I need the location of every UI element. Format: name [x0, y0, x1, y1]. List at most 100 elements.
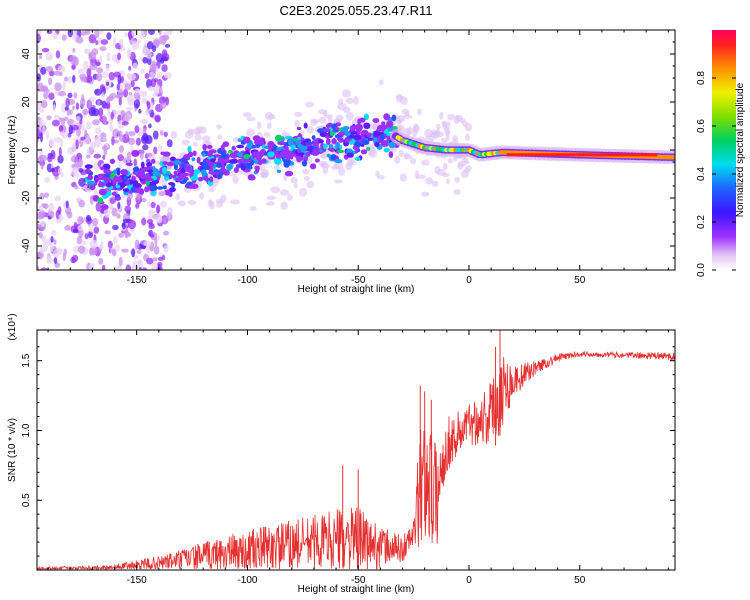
spectral-blob — [200, 126, 207, 134]
spectral-blob — [88, 52, 93, 58]
spectral-blob — [115, 184, 121, 189]
x-tick-label: -50 — [351, 575, 366, 586]
spectral-blob — [112, 224, 119, 231]
spectral-blob — [61, 103, 67, 114]
spectral-blob — [181, 139, 190, 146]
spectral-blob — [277, 141, 286, 146]
spectral-blob — [378, 134, 385, 141]
spectral-blob — [128, 131, 136, 137]
spectral-blob — [280, 201, 288, 211]
spectral-blob — [81, 93, 85, 103]
spectral-blob — [263, 131, 271, 138]
spectral-blob — [177, 200, 186, 207]
spectral-blob — [349, 125, 356, 133]
spectral-blob — [125, 162, 133, 166]
spectral-blob — [153, 40, 160, 46]
spectral-blob — [99, 84, 105, 91]
spectral-blob — [457, 162, 464, 170]
spectral-blob — [415, 174, 426, 180]
spectral-blob — [161, 64, 168, 73]
spectral-blob — [217, 173, 223, 179]
spectral-blob — [75, 36, 84, 44]
spectral-blob — [305, 101, 315, 108]
spectral-blob — [372, 118, 380, 123]
spectral-blob — [274, 134, 283, 142]
spectral-blob — [266, 195, 277, 201]
spectral-blob — [328, 144, 334, 149]
spectral-blob — [84, 233, 89, 240]
spectral-blob — [135, 203, 140, 209]
spectral-blob — [156, 216, 163, 224]
spectral-blob — [116, 213, 121, 219]
spectral-blob — [45, 130, 50, 140]
spectral-blob — [208, 167, 214, 172]
spectral-blob — [136, 193, 141, 201]
spectral-blob — [424, 129, 433, 138]
y-tick-label: 1.5 — [21, 353, 32, 367]
spectral-blob — [175, 193, 180, 201]
spectral-blob — [65, 200, 69, 209]
spectral-blob — [72, 74, 76, 84]
spectral-blob — [363, 122, 371, 130]
spectral-blob — [208, 170, 215, 175]
colorbar-label: Normalized spectral amplitude — [735, 82, 746, 217]
spectral-blob — [54, 82, 62, 91]
spectral-blob — [337, 166, 346, 176]
spectral-blob — [86, 149, 91, 154]
spectral-blob — [158, 96, 166, 105]
spectral-blob — [314, 143, 320, 147]
spectral-blob — [151, 63, 157, 74]
spectral-blob — [72, 105, 76, 111]
spectral-blob — [159, 156, 169, 161]
spectral-blob — [169, 173, 173, 179]
spectral-blob — [166, 161, 175, 167]
spectral-blob — [82, 138, 91, 145]
spectral-blob — [282, 145, 289, 149]
spectral-blob — [297, 143, 303, 149]
spectral-blob — [37, 156, 44, 163]
spectral-blob — [106, 32, 112, 40]
y-tick-label: 20 — [21, 96, 32, 108]
spectral-blob — [388, 141, 396, 149]
spectral-blob — [252, 135, 261, 142]
spectral-blob — [164, 43, 171, 48]
spectral-blob — [89, 195, 94, 205]
spectral-blob — [326, 122, 334, 129]
spectral-blob — [301, 160, 308, 167]
spectral-blob — [70, 155, 79, 163]
spectral-blob — [113, 176, 122, 180]
spectral-blob — [322, 110, 328, 117]
spectral-blob — [361, 139, 370, 145]
snr-y-axis-label: SNR (10 * v/v) — [7, 418, 18, 482]
y-tick-label: -40 — [21, 238, 32, 253]
spectral-blob — [158, 35, 167, 46]
spectral-blob — [46, 115, 52, 121]
spectral-blob — [251, 152, 260, 158]
spectrogram-panel: -150 -100 -50 0 50 -40 -20 0 20 40 Height of str… — [7, 29, 676, 295]
spectral-blob — [335, 141, 341, 149]
spectral-blob — [45, 65, 54, 72]
spectral-blob — [131, 175, 136, 182]
spectral-blob — [142, 267, 148, 270]
spectral-blob — [266, 122, 272, 130]
spectral-blob — [213, 169, 220, 173]
spectral-blob — [132, 180, 139, 187]
spectral-blob — [421, 191, 430, 197]
spectral-blob — [142, 133, 149, 142]
spectral-blob — [93, 226, 100, 234]
spectral-blob — [134, 239, 140, 250]
spectral-blob — [329, 130, 335, 137]
snr-marks — [37, 330, 675, 570]
spectral-blob — [181, 172, 190, 177]
spectral-blob — [88, 262, 95, 270]
spectral-blob — [85, 75, 93, 83]
spectral-blob — [85, 154, 91, 159]
chart-title: C2E3.2025.055.23.47.R11 — [280, 3, 433, 18]
spectral-blob — [383, 113, 390, 121]
spectral-blob — [78, 168, 84, 173]
spectral-blob — [446, 178, 451, 185]
spectral-blob — [417, 108, 423, 116]
spectral-blob — [55, 50, 61, 59]
spectral-blob — [406, 126, 414, 135]
spectral-blob — [123, 88, 129, 98]
